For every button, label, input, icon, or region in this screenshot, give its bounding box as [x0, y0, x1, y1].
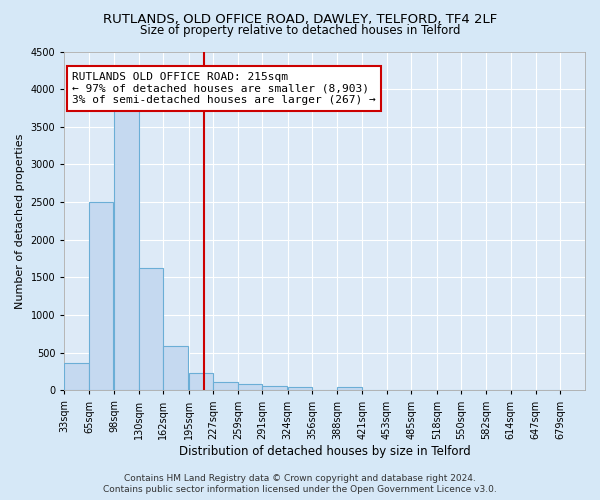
- Bar: [262, 386, 287, 390]
- Bar: [89, 202, 113, 390]
- Bar: [337, 386, 362, 390]
- Bar: [163, 346, 188, 391]
- Bar: [238, 384, 262, 390]
- Text: Contains HM Land Registry data © Crown copyright and database right 2024.
Contai: Contains HM Land Registry data © Crown c…: [103, 474, 497, 494]
- Bar: [139, 268, 163, 390]
- Bar: [64, 362, 89, 390]
- Text: Size of property relative to detached houses in Telford: Size of property relative to detached ho…: [140, 24, 460, 37]
- Bar: [114, 110, 139, 390]
- Text: RUTLANDS OLD OFFICE ROAD: 215sqm
← 97% of detached houses are smaller (8,903)
3%: RUTLANDS OLD OFFICE ROAD: 215sqm ← 97% o…: [72, 72, 376, 105]
- Y-axis label: Number of detached properties: Number of detached properties: [15, 134, 25, 308]
- Bar: [214, 382, 238, 390]
- Bar: [288, 388, 313, 390]
- X-axis label: Distribution of detached houses by size in Telford: Distribution of detached houses by size …: [179, 444, 470, 458]
- Text: RUTLANDS, OLD OFFICE ROAD, DAWLEY, TELFORD, TF4 2LF: RUTLANDS, OLD OFFICE ROAD, DAWLEY, TELFO…: [103, 12, 497, 26]
- Bar: [189, 373, 214, 390]
